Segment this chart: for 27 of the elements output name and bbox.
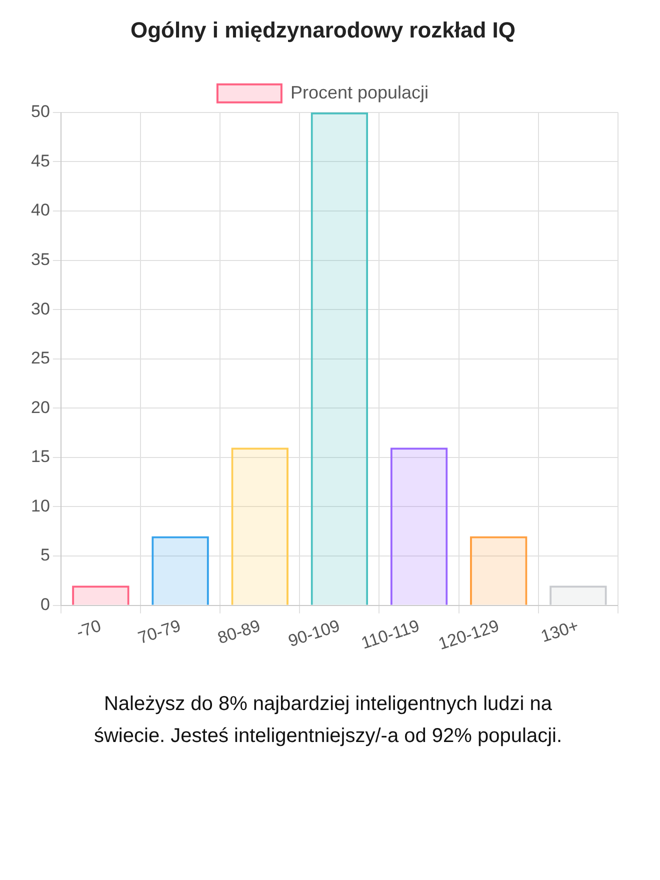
y-tick-label: 35 [30, 250, 50, 269]
y-tick-label: 20 [30, 398, 50, 417]
y-tick-label: 10 [30, 496, 50, 516]
chart-title: Ogólny i międzynarodowy rozkład IQ [130, 17, 516, 42]
bar [390, 448, 448, 605]
text: Należysz do 8% najbardziej inteligentnych ludzi na świecie. Jesteś inteligentniejszy/-a od 92% populacji. [92, 692, 564, 749]
bar [152, 536, 209, 605]
x-tick-label: 80-89 [215, 616, 263, 648]
bar [310, 112, 368, 605]
x-tick-label: 90-109 [286, 616, 342, 651]
bar [72, 586, 130, 605]
x-tick-label: 130+ [538, 616, 581, 646]
bar [550, 586, 607, 605]
y-tick-label: 50 [30, 102, 50, 122]
x-tick-label: 110-119 [358, 616, 422, 653]
x-tick-label: 70-79 [136, 616, 183, 648]
legend-label: Procent populacji [290, 82, 429, 102]
bar [231, 448, 289, 605]
bar [470, 536, 528, 605]
y-tick-label: 45 [30, 151, 50, 170]
y-tick-label: 15 [30, 447, 50, 466]
x-tick-label: -70 [74, 616, 104, 642]
y-tick-label: 40 [30, 200, 50, 220]
y-tick-label: 0 [40, 595, 50, 614]
y-tick-label: 30 [30, 299, 50, 318]
y-tick-label: 25 [30, 348, 50, 368]
y-tick-label: 5 [40, 546, 50, 565]
